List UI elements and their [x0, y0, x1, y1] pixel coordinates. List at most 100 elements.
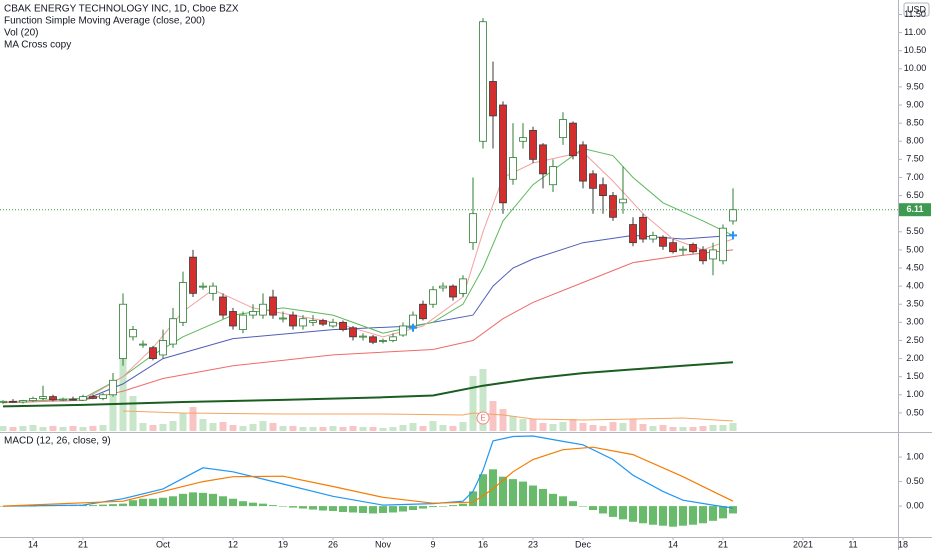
volume-bar — [589, 425, 597, 431]
macd-histogram-bar — [69, 505, 77, 507]
volume-bar — [9, 427, 17, 431]
volume-bar — [659, 425, 667, 431]
volume-bar — [449, 426, 457, 431]
earnings-label: E — [480, 414, 485, 423]
macd-histogram-bar — [579, 506, 587, 507]
x-tick-label: 18 — [898, 539, 908, 549]
volume-bar — [609, 422, 617, 431]
candle-body — [709, 249, 717, 260]
candle-body — [589, 173, 597, 189]
volume-bar — [399, 425, 407, 431]
x-tick-label: 14 — [28, 539, 38, 549]
x-tick-label: 21 — [78, 539, 88, 549]
y-tick-label: 7.50 — [906, 154, 924, 164]
x-tick-label: 19 — [278, 539, 288, 549]
macd-histogram-bar — [359, 506, 367, 513]
macd-histogram-bar — [529, 485, 537, 507]
candle-body — [19, 400, 27, 403]
volume-bar — [629, 419, 637, 431]
y-tick-label: 4.00 — [906, 281, 924, 291]
currency-box[interactable] — [903, 2, 930, 17]
macd-histogram-bar — [709, 506, 717, 521]
macd-histogram-bar — [99, 504, 107, 507]
volume-bar — [339, 427, 347, 431]
volume-bar — [389, 427, 397, 431]
candle-body — [569, 122, 577, 157]
x-tick-label: 21 — [718, 539, 728, 549]
x-tick-label: 2021 — [793, 539, 813, 549]
candle-body — [349, 327, 357, 338]
candle-body — [189, 256, 197, 294]
volume-bar — [179, 413, 187, 431]
candle-body — [439, 285, 447, 289]
candle-body — [259, 303, 267, 316]
candle-body — [339, 321, 347, 330]
macd-histogram-bar — [109, 504, 117, 507]
macd-histogram-bar — [199, 492, 207, 507]
candle-body — [669, 242, 677, 253]
volume-bar — [529, 419, 537, 431]
y-tick-label: 4.50 — [906, 262, 924, 272]
macd-histogram-bar — [399, 506, 407, 512]
candle-body — [509, 157, 517, 180]
candle-body — [169, 318, 177, 345]
x-tick-label: 16 — [478, 539, 488, 549]
macd-histogram-bar — [549, 493, 557, 507]
macd-histogram-bar — [409, 506, 417, 511]
y-tick-label: 1.00 — [906, 451, 924, 461]
y-tick-label: 0.50 — [906, 476, 924, 486]
macd-histogram-bar — [679, 506, 687, 526]
volume-bar — [49, 426, 57, 431]
macd-histogram-bar — [589, 506, 597, 511]
earnings-marker — [476, 411, 490, 425]
candle-body — [129, 329, 137, 338]
chart-title: CBAK ENERGY TECHNOLOGY INC, 1D, Cboe BZX — [4, 4, 239, 15]
volume-bar — [289, 426, 297, 431]
volume-bar — [199, 419, 207, 431]
y-tick-label: 10.00 — [904, 63, 927, 73]
x-tick-label: Dec — [575, 539, 592, 549]
x-tick-label: Oct — [156, 539, 171, 549]
volume-bar — [419, 426, 427, 431]
candle-body — [89, 396, 97, 399]
volume-bar — [79, 427, 87, 431]
macd-histogram-bar — [139, 498, 147, 507]
y-tick-label: 7.00 — [906, 172, 924, 182]
macd-histogram-bar — [309, 506, 317, 510]
last-price-box — [899, 203, 931, 217]
x-tick-label: Nov — [375, 539, 392, 549]
volume-bar — [169, 421, 177, 431]
volume-bar — [319, 427, 327, 431]
y-tick-label: 8.00 — [906, 136, 924, 146]
candle-body — [729, 209, 737, 222]
x-tick-label: 12 — [228, 539, 238, 549]
macd-histogram-bar — [649, 506, 657, 525]
candle-body — [159, 340, 167, 356]
volume-bar — [109, 386, 117, 431]
volume-bar — [0, 426, 7, 431]
volume-bar — [729, 423, 737, 431]
macd-histogram-bar — [29, 506, 37, 507]
macd-histogram-bar — [379, 506, 387, 513]
candle-body — [499, 104, 507, 204]
candle-body — [249, 311, 257, 316]
y-tick-label: 2.00 — [906, 353, 924, 363]
candle-body — [559, 119, 567, 139]
macd-histogram-bar — [349, 506, 357, 513]
macd-histogram-bar — [419, 506, 427, 509]
volume-bar — [39, 427, 47, 431]
volume-bar — [429, 421, 437, 431]
macd-histogram-bar — [669, 506, 677, 527]
macd-histogram-bar — [539, 488, 547, 507]
candle-body — [279, 317, 287, 320]
macd-histogram-bar — [639, 506, 647, 524]
volume-bar — [519, 419, 527, 431]
volume-bar — [509, 416, 517, 431]
candle-body — [269, 296, 277, 316]
y-tick-label: 0.50 — [906, 407, 924, 417]
volume-bar — [69, 426, 77, 431]
candle-body — [49, 396, 57, 401]
macd-histogram-bar — [159, 497, 167, 507]
volume-bar — [89, 426, 97, 431]
